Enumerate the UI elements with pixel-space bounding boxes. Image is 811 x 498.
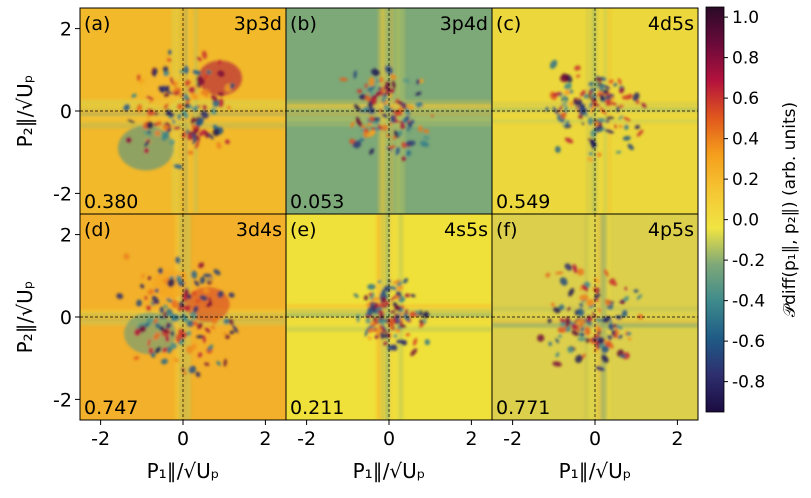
x-axis-label: P₁∥/√Uₚ (559, 459, 632, 483)
panel-config: 3p3d (234, 13, 282, 35)
panel-label: (d) (84, 219, 111, 241)
panel-config: 3p4d (440, 13, 488, 35)
panel-value: 0.380 (84, 191, 138, 213)
colorbar-tick-label: -0.6 (732, 332, 765, 352)
x-tick-label: -2 (503, 428, 522, 450)
x-axis-label: P₁∥/√Uₚ (147, 459, 220, 483)
colorbar-tick-label: 0.4 (732, 130, 759, 150)
panel-label: (c) (496, 13, 521, 35)
x-tick-label: -2 (91, 428, 110, 450)
y-axis-label: P₂∥/√Uₚ (13, 75, 37, 148)
panel-3: (c) 4d5s 0.549 (491, 7, 699, 215)
x-tick-label: -2 (297, 428, 316, 450)
panel-label: (e) (290, 219, 317, 241)
panel-value: 0.771 (496, 397, 550, 419)
colorbar-tick-label: 0.8 (732, 49, 759, 69)
panel-config: 3d4s (236, 219, 282, 241)
panel-1: (a) 3p3d 0.380 (79, 7, 287, 215)
y-tick-label: -2 (53, 183, 72, 205)
panel-label: (f) (496, 219, 518, 241)
axes-group: -2 0 2 P₁∥/√Uₚ -2 0 2 P₁∥/√Uₚ -2 0 2 P₁∥/√Uₚ -2 0 2 P₂∥… (13, 19, 683, 483)
panel-2: (b) 3p4d 0.053 (285, 7, 493, 215)
panel-6: (f) 4p5s 0.771 (491, 213, 699, 421)
colorbar-tick-label: 1.0 (732, 8, 759, 28)
panel-config: 4d5s (648, 13, 694, 35)
x-tick-label: 0 (383, 428, 395, 450)
panel-value: 0.549 (496, 191, 550, 213)
x-tick-label: 0 (589, 428, 601, 450)
y-axis-label: P₂∥/√Uₚ (13, 281, 37, 354)
y-tick-label: 2 (60, 19, 72, 41)
colorbar-label: 𝒫diff(p₁∥, p₂∥) (arb. units) (780, 102, 800, 317)
x-tick-label: 2 (259, 428, 271, 450)
colorbar-tick-label: 0.2 (732, 170, 759, 190)
x-tick-label: 0 (177, 428, 189, 450)
y-tick-label: -2 (53, 389, 72, 411)
panel-value: 0.747 (84, 397, 138, 419)
panels-group: (a) 3p3d 0.380 (b) 3p4d 0.053 (c) 4d5s 0.549 (d) 3… (79, 7, 699, 421)
panel-label: (b) (290, 13, 317, 35)
panel-config: 4p5s (648, 219, 694, 241)
colorbar-scale (705, 6, 725, 413)
x-axis-label: P₁∥/√Uₚ (353, 459, 426, 483)
colorbar-tick-label: -0.4 (732, 292, 765, 312)
y-tick-label: 0 (60, 101, 72, 123)
x-tick-label: 2 (671, 428, 683, 450)
panel-value: 0.211 (290, 397, 344, 419)
colorbar: 1.0 0.8 0.6 0.4 0.2 0.0 -0.2 -0.4 -0.6 -0.8 𝒫diff(… (705, 6, 800, 413)
colorbar-tick-label: 0.0 (732, 211, 759, 231)
colorbar-tick-label: -0.2 (732, 251, 765, 271)
panel-4: (d) 3d4s 0.747 (79, 213, 287, 421)
y-tick-label: 2 (60, 225, 72, 247)
y-tick-label: 0 (60, 307, 72, 329)
colorbar-tick-label: -0.8 (732, 373, 765, 393)
panel-label: (a) (84, 13, 110, 35)
x-tick-label: 2 (465, 428, 477, 450)
panel-value: 0.053 (290, 191, 344, 213)
colorbar-tick-label: 0.6 (732, 89, 759, 109)
panel-config: 4s5s (444, 219, 488, 241)
panel-5: (e) 4s5s 0.211 (285, 213, 493, 421)
